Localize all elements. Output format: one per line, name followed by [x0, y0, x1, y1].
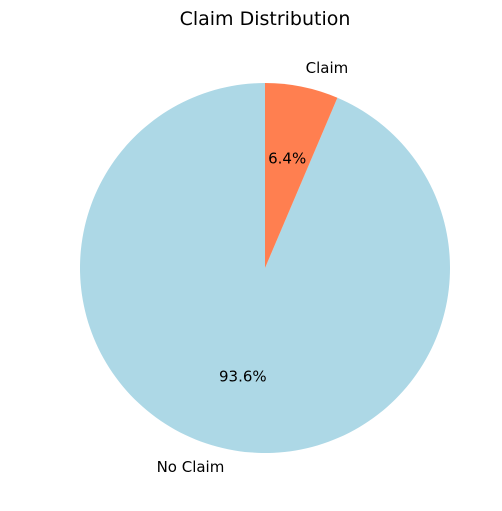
- pct-label-claim: 6.4%: [268, 150, 306, 168]
- pie-labels: No Claim 93.6% Claim 6.4%: [157, 59, 349, 476]
- slice-label-no-claim: No Claim: [157, 458, 225, 476]
- chart-title: Claim Distribution: [180, 8, 351, 30]
- pct-label-no-claim: 93.6%: [219, 367, 267, 385]
- pie-slice-claim: [265, 83, 338, 268]
- pie-slices: [80, 83, 450, 453]
- slice-label-claim: Claim: [306, 59, 349, 77]
